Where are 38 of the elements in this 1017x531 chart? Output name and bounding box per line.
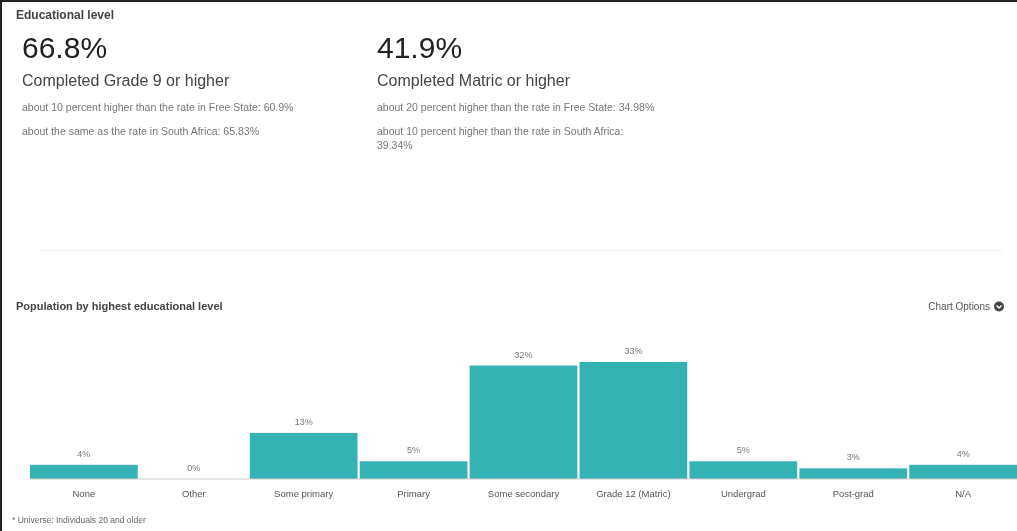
bar [579, 362, 688, 479]
data-label: 0% [187, 463, 201, 473]
bar [689, 461, 798, 479]
data-label: 4% [77, 448, 91, 459]
x-tick-label: Undergrad [720, 488, 766, 499]
text: Chart Options [928, 301, 990, 312]
data-label: 13% [294, 416, 313, 427]
text: 66.8% [22, 30, 109, 66]
bar [799, 468, 908, 479]
text: about 10 percent higher than the rate in South Africa: 39.34% [377, 124, 625, 152]
data-label: 3% [846, 452, 860, 463]
bar [30, 464, 138, 479]
data-label: 33% [624, 346, 643, 356]
text: about 20 percent higher than the rate in Free State: 34.98% [377, 100, 656, 114]
x-tick-label: Primary [397, 488, 431, 499]
data-label: 4% [956, 448, 970, 459]
data-label: 5% [407, 445, 421, 456]
x-tick-label: N/A [955, 488, 972, 499]
chart-title: Population by highest educational level [16, 300, 223, 312]
text: Completed Grade 9 or higher [22, 72, 231, 90]
x-tick-label: Post-grad [832, 488, 874, 499]
text: about the same as the rate in South Africa: 65.83% [22, 124, 260, 138]
text: Educational level [16, 8, 115, 22]
x-tick-label: Some secondary [487, 488, 560, 499]
bar [469, 365, 578, 479]
bar [359, 461, 468, 479]
bar [249, 432, 358, 479]
text: Completed Matric or higher [377, 72, 571, 90]
data-label: 5% [736, 445, 750, 456]
text: 41.9% [377, 30, 464, 66]
text: about 10 percent higher than the rate in Free State: 60.9% [22, 100, 295, 114]
x-tick-label: Other [181, 488, 206, 499]
bar [909, 464, 1017, 479]
x-tick-label: None [72, 488, 96, 499]
x-tick-label: Grade 12 (Matric) [596, 488, 671, 499]
data-label: 32% [514, 349, 533, 360]
x-tick-label: Some primary [274, 488, 334, 499]
text: * Universe: Individuals 20 and older [12, 515, 146, 525]
